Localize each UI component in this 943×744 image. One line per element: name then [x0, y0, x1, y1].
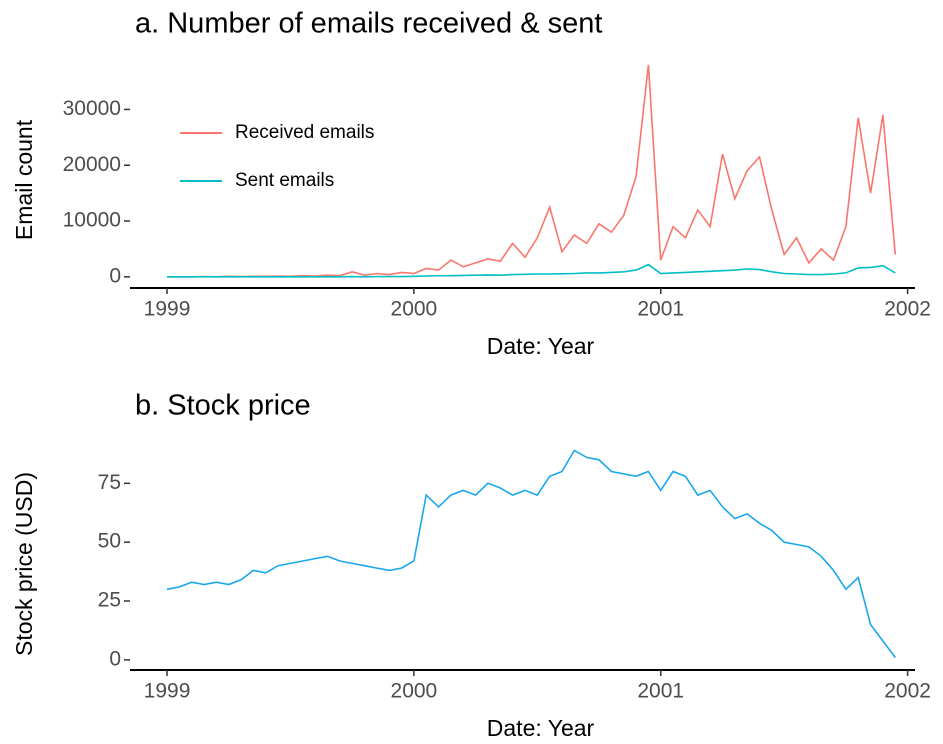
y-axis-title: Stock price (USD) — [11, 472, 37, 656]
chart-title: a. Number of emails received & sent — [135, 8, 602, 40]
chart-title: b. Stock price — [135, 390, 311, 422]
series-line — [166, 449, 896, 658]
y-tick-label: 30000 — [63, 97, 121, 120]
x-tick-label: 2002 — [884, 680, 931, 703]
y-tick-label: 10000 — [63, 209, 121, 232]
x-axis-title: Date: Year — [487, 715, 595, 741]
y-tick-label: 0 — [109, 647, 121, 670]
legend-label: Received emails — [235, 122, 374, 143]
y-tick-label: 75 — [98, 471, 121, 494]
x-tick-label: 2001 — [637, 298, 684, 321]
legend-label: Sent emails — [235, 170, 334, 191]
x-axis-title: Date: Year — [487, 333, 595, 359]
y-tick-label: 50 — [98, 530, 121, 553]
y-tick-label: 25 — [98, 589, 121, 612]
series-line — [167, 263, 896, 278]
x-tick-label: 2000 — [391, 298, 438, 321]
y-axis-title: Email count — [11, 119, 37, 240]
y-tick-label: 20000 — [63, 153, 121, 176]
x-tick-label: 1999 — [144, 298, 191, 321]
x-tick-label: 2002 — [884, 298, 931, 321]
x-tick-label: 2000 — [391, 680, 438, 703]
x-tick-label: 1999 — [144, 680, 191, 703]
y-tick-label: 0 — [109, 264, 121, 287]
x-tick-label: 2001 — [637, 680, 684, 703]
